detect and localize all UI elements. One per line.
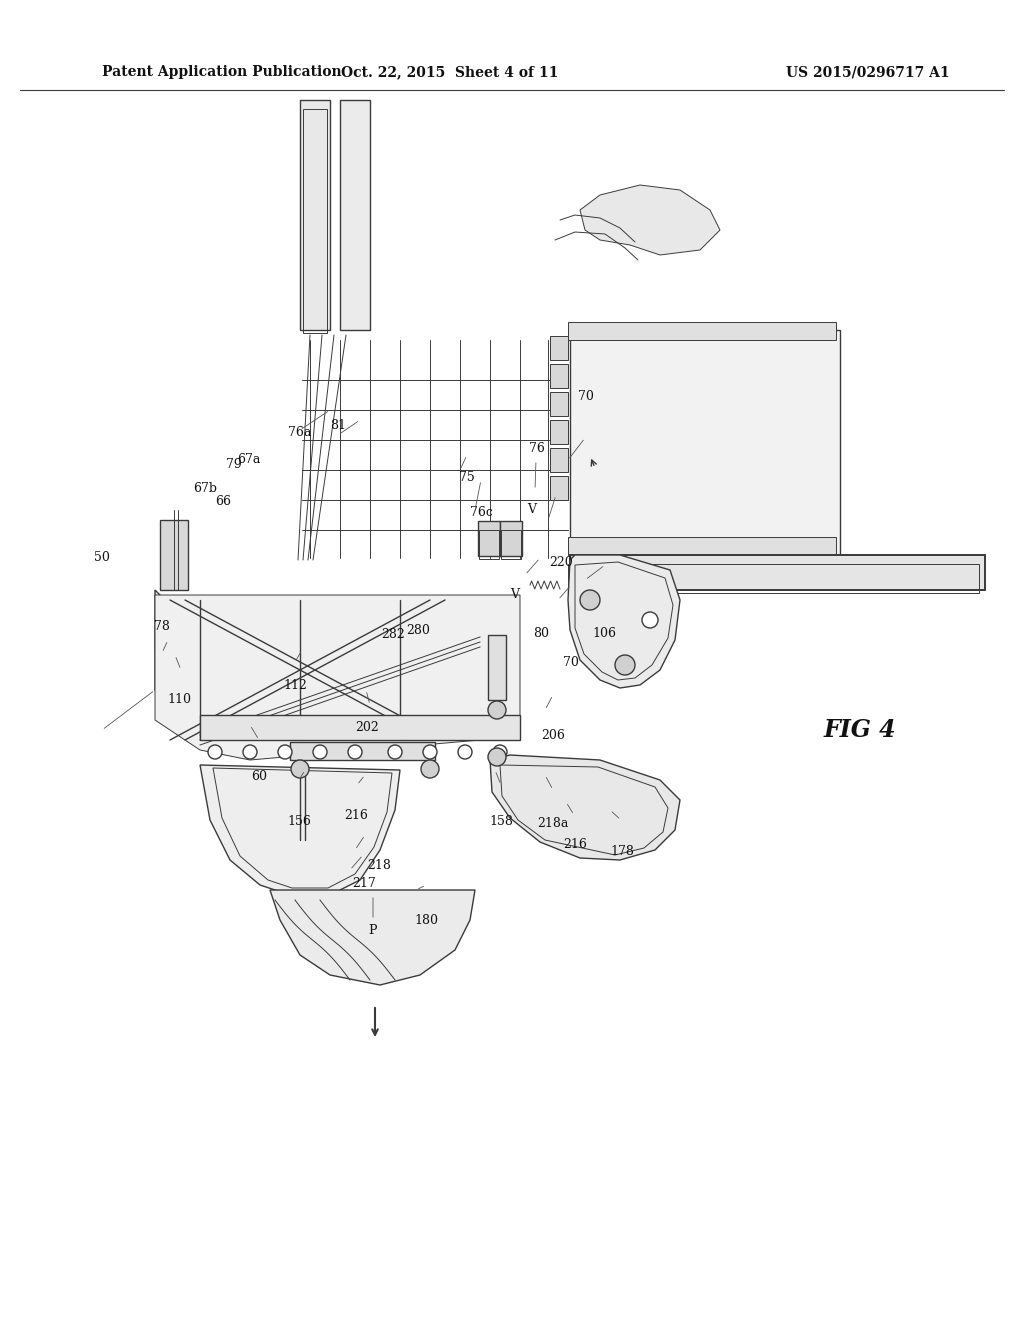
Text: 218a: 218a bbox=[538, 817, 568, 830]
Bar bbox=[488, 635, 506, 700]
Text: 180: 180 bbox=[414, 913, 438, 927]
Polygon shape bbox=[155, 590, 255, 700]
Text: 280: 280 bbox=[406, 624, 430, 638]
Circle shape bbox=[278, 744, 292, 759]
Circle shape bbox=[291, 760, 309, 777]
Text: 220: 220 bbox=[549, 556, 573, 569]
Bar bbox=[228, 624, 283, 680]
Text: 106: 106 bbox=[592, 627, 616, 640]
Polygon shape bbox=[580, 185, 720, 255]
Text: 112: 112 bbox=[283, 678, 307, 692]
Bar bbox=[300, 100, 330, 330]
Circle shape bbox=[388, 744, 402, 759]
Bar bbox=[570, 330, 840, 560]
Text: FIG 4: FIG 4 bbox=[823, 718, 896, 742]
Text: 70: 70 bbox=[578, 389, 594, 403]
Text: 217: 217 bbox=[352, 876, 377, 890]
Bar bbox=[568, 537, 836, 554]
Bar bbox=[550, 420, 568, 444]
Text: 78: 78 bbox=[154, 620, 170, 634]
Text: 50: 50 bbox=[94, 550, 111, 564]
Text: 75: 75 bbox=[459, 471, 475, 484]
Text: 110: 110 bbox=[167, 693, 191, 706]
Text: V: V bbox=[511, 589, 519, 602]
Bar bbox=[550, 477, 568, 500]
Text: 218: 218 bbox=[367, 859, 391, 873]
Text: V: V bbox=[527, 503, 536, 516]
Text: 66: 66 bbox=[215, 495, 231, 508]
Text: 202: 202 bbox=[354, 721, 379, 734]
Polygon shape bbox=[270, 890, 475, 985]
Text: 67b: 67b bbox=[193, 482, 217, 495]
Text: Oct. 22, 2015  Sheet 4 of 11: Oct. 22, 2015 Sheet 4 of 11 bbox=[341, 65, 559, 79]
Text: 67a: 67a bbox=[238, 453, 260, 466]
Bar bbox=[303, 110, 327, 333]
Polygon shape bbox=[490, 755, 680, 861]
Circle shape bbox=[243, 744, 257, 759]
Text: 156: 156 bbox=[287, 814, 311, 828]
Text: 158: 158 bbox=[489, 814, 514, 828]
Text: 216: 216 bbox=[563, 838, 588, 851]
Text: 60: 60 bbox=[251, 770, 267, 783]
Text: US 2015/0296717 A1: US 2015/0296717 A1 bbox=[786, 65, 950, 79]
Circle shape bbox=[313, 744, 327, 759]
Bar bbox=[340, 100, 370, 330]
Circle shape bbox=[423, 744, 437, 759]
Text: 178: 178 bbox=[610, 845, 635, 858]
Bar bbox=[501, 531, 521, 558]
Text: 76c: 76c bbox=[470, 506, 493, 519]
Text: 76a: 76a bbox=[289, 426, 311, 440]
Text: 282: 282 bbox=[381, 628, 406, 642]
Text: 81: 81 bbox=[330, 418, 346, 432]
Polygon shape bbox=[200, 766, 400, 895]
Bar bbox=[200, 715, 520, 741]
Circle shape bbox=[488, 748, 506, 766]
Bar bbox=[568, 564, 979, 593]
Bar bbox=[550, 364, 568, 388]
Text: 79: 79 bbox=[225, 458, 242, 471]
Bar bbox=[155, 630, 193, 649]
Circle shape bbox=[208, 744, 222, 759]
Bar bbox=[550, 392, 568, 416]
Polygon shape bbox=[568, 554, 680, 688]
Circle shape bbox=[493, 744, 507, 759]
Bar bbox=[550, 447, 568, 473]
Circle shape bbox=[421, 760, 439, 777]
Text: 70: 70 bbox=[563, 656, 580, 669]
Circle shape bbox=[458, 744, 472, 759]
Text: 80: 80 bbox=[532, 627, 549, 640]
Text: P: P bbox=[369, 924, 377, 937]
Circle shape bbox=[488, 701, 506, 719]
Bar bbox=[550, 337, 568, 360]
Text: 206: 206 bbox=[541, 729, 565, 742]
Bar bbox=[570, 554, 985, 590]
Bar bbox=[233, 630, 278, 675]
Bar bbox=[568, 322, 836, 341]
Bar bbox=[160, 520, 188, 590]
Bar bbox=[478, 521, 500, 556]
Circle shape bbox=[348, 744, 362, 759]
Circle shape bbox=[615, 655, 635, 675]
Bar bbox=[290, 742, 435, 760]
Circle shape bbox=[642, 612, 658, 628]
Circle shape bbox=[580, 590, 600, 610]
Bar bbox=[500, 521, 522, 556]
Bar bbox=[479, 531, 499, 558]
Text: 216: 216 bbox=[344, 809, 369, 822]
Text: Patent Application Publication: Patent Application Publication bbox=[102, 65, 342, 79]
Text: 76: 76 bbox=[528, 442, 545, 455]
Polygon shape bbox=[155, 595, 520, 760]
